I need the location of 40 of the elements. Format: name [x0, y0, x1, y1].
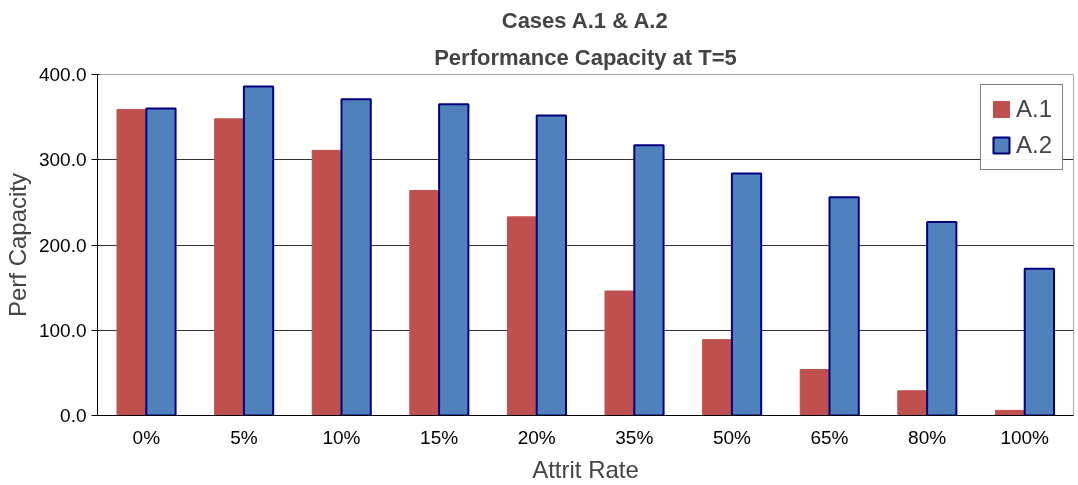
- bar: [214, 118, 245, 416]
- bar: [145, 107, 177, 416]
- bar: [799, 368, 830, 416]
- y-tick-label: 400.0: [38, 64, 87, 85]
- y-tick-label: 200.0: [38, 234, 87, 256]
- x-tick-label: 15%: [420, 426, 459, 448]
- y-tick-label: 300.0: [38, 149, 87, 171]
- y-tick-label: 100.0: [38, 319, 87, 341]
- bar: [1023, 267, 1055, 416]
- bar: [438, 103, 470, 416]
- bar: [311, 149, 342, 416]
- x-tick-label: 65%: [810, 426, 849, 448]
- bar: [535, 114, 567, 416]
- chart-subtitle: Performance Capacity at T=5: [434, 44, 737, 70]
- y-tick-label: 0.0: [60, 405, 87, 426]
- legend-label: A.2: [1015, 131, 1052, 159]
- bar: [116, 108, 147, 416]
- legend-label: A.1: [1015, 95, 1052, 123]
- bar: [409, 189, 440, 416]
- bar: [897, 390, 928, 416]
- bar: [828, 196, 860, 416]
- bar: [926, 220, 958, 416]
- x-tick-label: 5%: [230, 426, 258, 448]
- x-tick-label: 100%: [1000, 426, 1050, 448]
- y-axis-title: Perf Capacity: [3, 172, 31, 318]
- x-tick-label: 10%: [322, 426, 361, 448]
- x-tick-label: 0%: [132, 426, 161, 448]
- bar: [340, 98, 372, 416]
- x-tick-label: 80%: [908, 426, 947, 448]
- bar: [730, 172, 763, 416]
- bar: [604, 290, 635, 416]
- x-tick-label: 50%: [712, 426, 752, 448]
- bar: [506, 216, 538, 416]
- bar: [242, 85, 275, 416]
- bar: [633, 144, 665, 416]
- x-axis-title: Attrit Rate: [532, 455, 639, 483]
- bar: [702, 339, 733, 416]
- x-tick-label: 35%: [615, 426, 654, 448]
- chart-title: Cases A.1 & A.2: [501, 7, 668, 33]
- x-tick-label: 20%: [517, 426, 556, 448]
